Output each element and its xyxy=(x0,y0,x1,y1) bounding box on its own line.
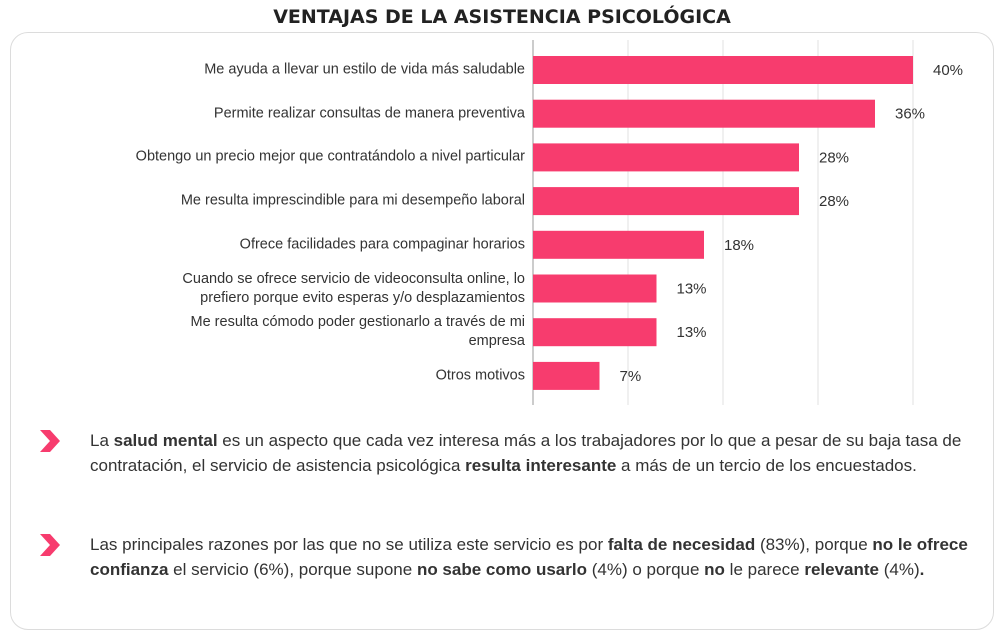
note-text: (4%) xyxy=(879,560,920,579)
note-text: no sabe como usarlo xyxy=(416,560,587,579)
frame xyxy=(10,32,994,630)
chart-title: VENTAJAS DE LA ASISTENCIA PSICOLÓGICA xyxy=(263,6,741,28)
bar xyxy=(533,361,600,390)
bar xyxy=(533,187,799,216)
note-text: no le ofrece confianza xyxy=(90,535,968,579)
note-text: salud mental xyxy=(113,431,218,450)
value-label: 13% xyxy=(677,280,707,297)
note-text: . xyxy=(919,560,925,579)
note-text: falta de necesidad xyxy=(607,535,756,554)
value-label: 36% xyxy=(895,106,925,123)
note-paragraph: La salud mental es un aspecto que cada v… xyxy=(90,428,990,478)
bar xyxy=(533,318,657,347)
note-text: le parece xyxy=(724,560,805,579)
note-text: resulta interesante xyxy=(465,456,617,475)
category-label: Me resulta imprescindible para mi desemp… xyxy=(180,192,525,209)
note-text: La xyxy=(90,431,114,450)
value-label: 7% xyxy=(620,368,642,385)
category-label: Me resulta cómodo poder gestionarlo a tr… xyxy=(190,314,525,350)
category-label: Cuando se ofrece servicio de videoconsul… xyxy=(182,270,525,306)
note-text: relevante xyxy=(804,560,880,579)
chart: 40% 36% 28% 28% 18% 13% 13% 7% xyxy=(532,40,963,405)
category-label: Otros motivos xyxy=(435,367,525,384)
bar xyxy=(533,143,799,172)
category-label: Permite realizar consultas de manera pre… xyxy=(213,105,525,122)
note-text: el servicio (6%), porque supone xyxy=(168,560,417,579)
note-text: a más de un tercio de los encuestados. xyxy=(616,456,917,475)
bar xyxy=(533,274,657,303)
note-text: (4%) o porque xyxy=(586,560,705,579)
category-label: Obtengo un precio mejor que contratándol… xyxy=(135,148,525,165)
category-label: Me ayuda a llevar un estilo de vida más … xyxy=(204,61,525,78)
bullet-icon xyxy=(40,430,60,452)
value-label: 13% xyxy=(677,324,707,341)
note-text: no xyxy=(704,560,725,579)
bar xyxy=(533,56,913,84)
value-label: 18% xyxy=(724,237,754,254)
bullet-icon xyxy=(40,534,60,556)
value-label: 28% xyxy=(819,149,849,166)
value-label: 28% xyxy=(819,193,849,210)
note-text: es un aspecto que cada vez interesa más … xyxy=(90,431,962,475)
bar xyxy=(533,230,704,259)
note-paragraph: Las principales razones por las que no s… xyxy=(90,532,990,582)
category-label: Ofrece facilidades para compaginar horar… xyxy=(239,236,525,253)
title-wrap: VENTAJAS DE LA ASISTENCIA PSICOLÓGICA xyxy=(0,6,1004,28)
note-text: (83%), porque xyxy=(755,535,873,554)
note-text: Las principales razones por las que no s… xyxy=(90,535,608,554)
bar xyxy=(533,99,875,128)
value-label: 40% xyxy=(933,62,963,79)
